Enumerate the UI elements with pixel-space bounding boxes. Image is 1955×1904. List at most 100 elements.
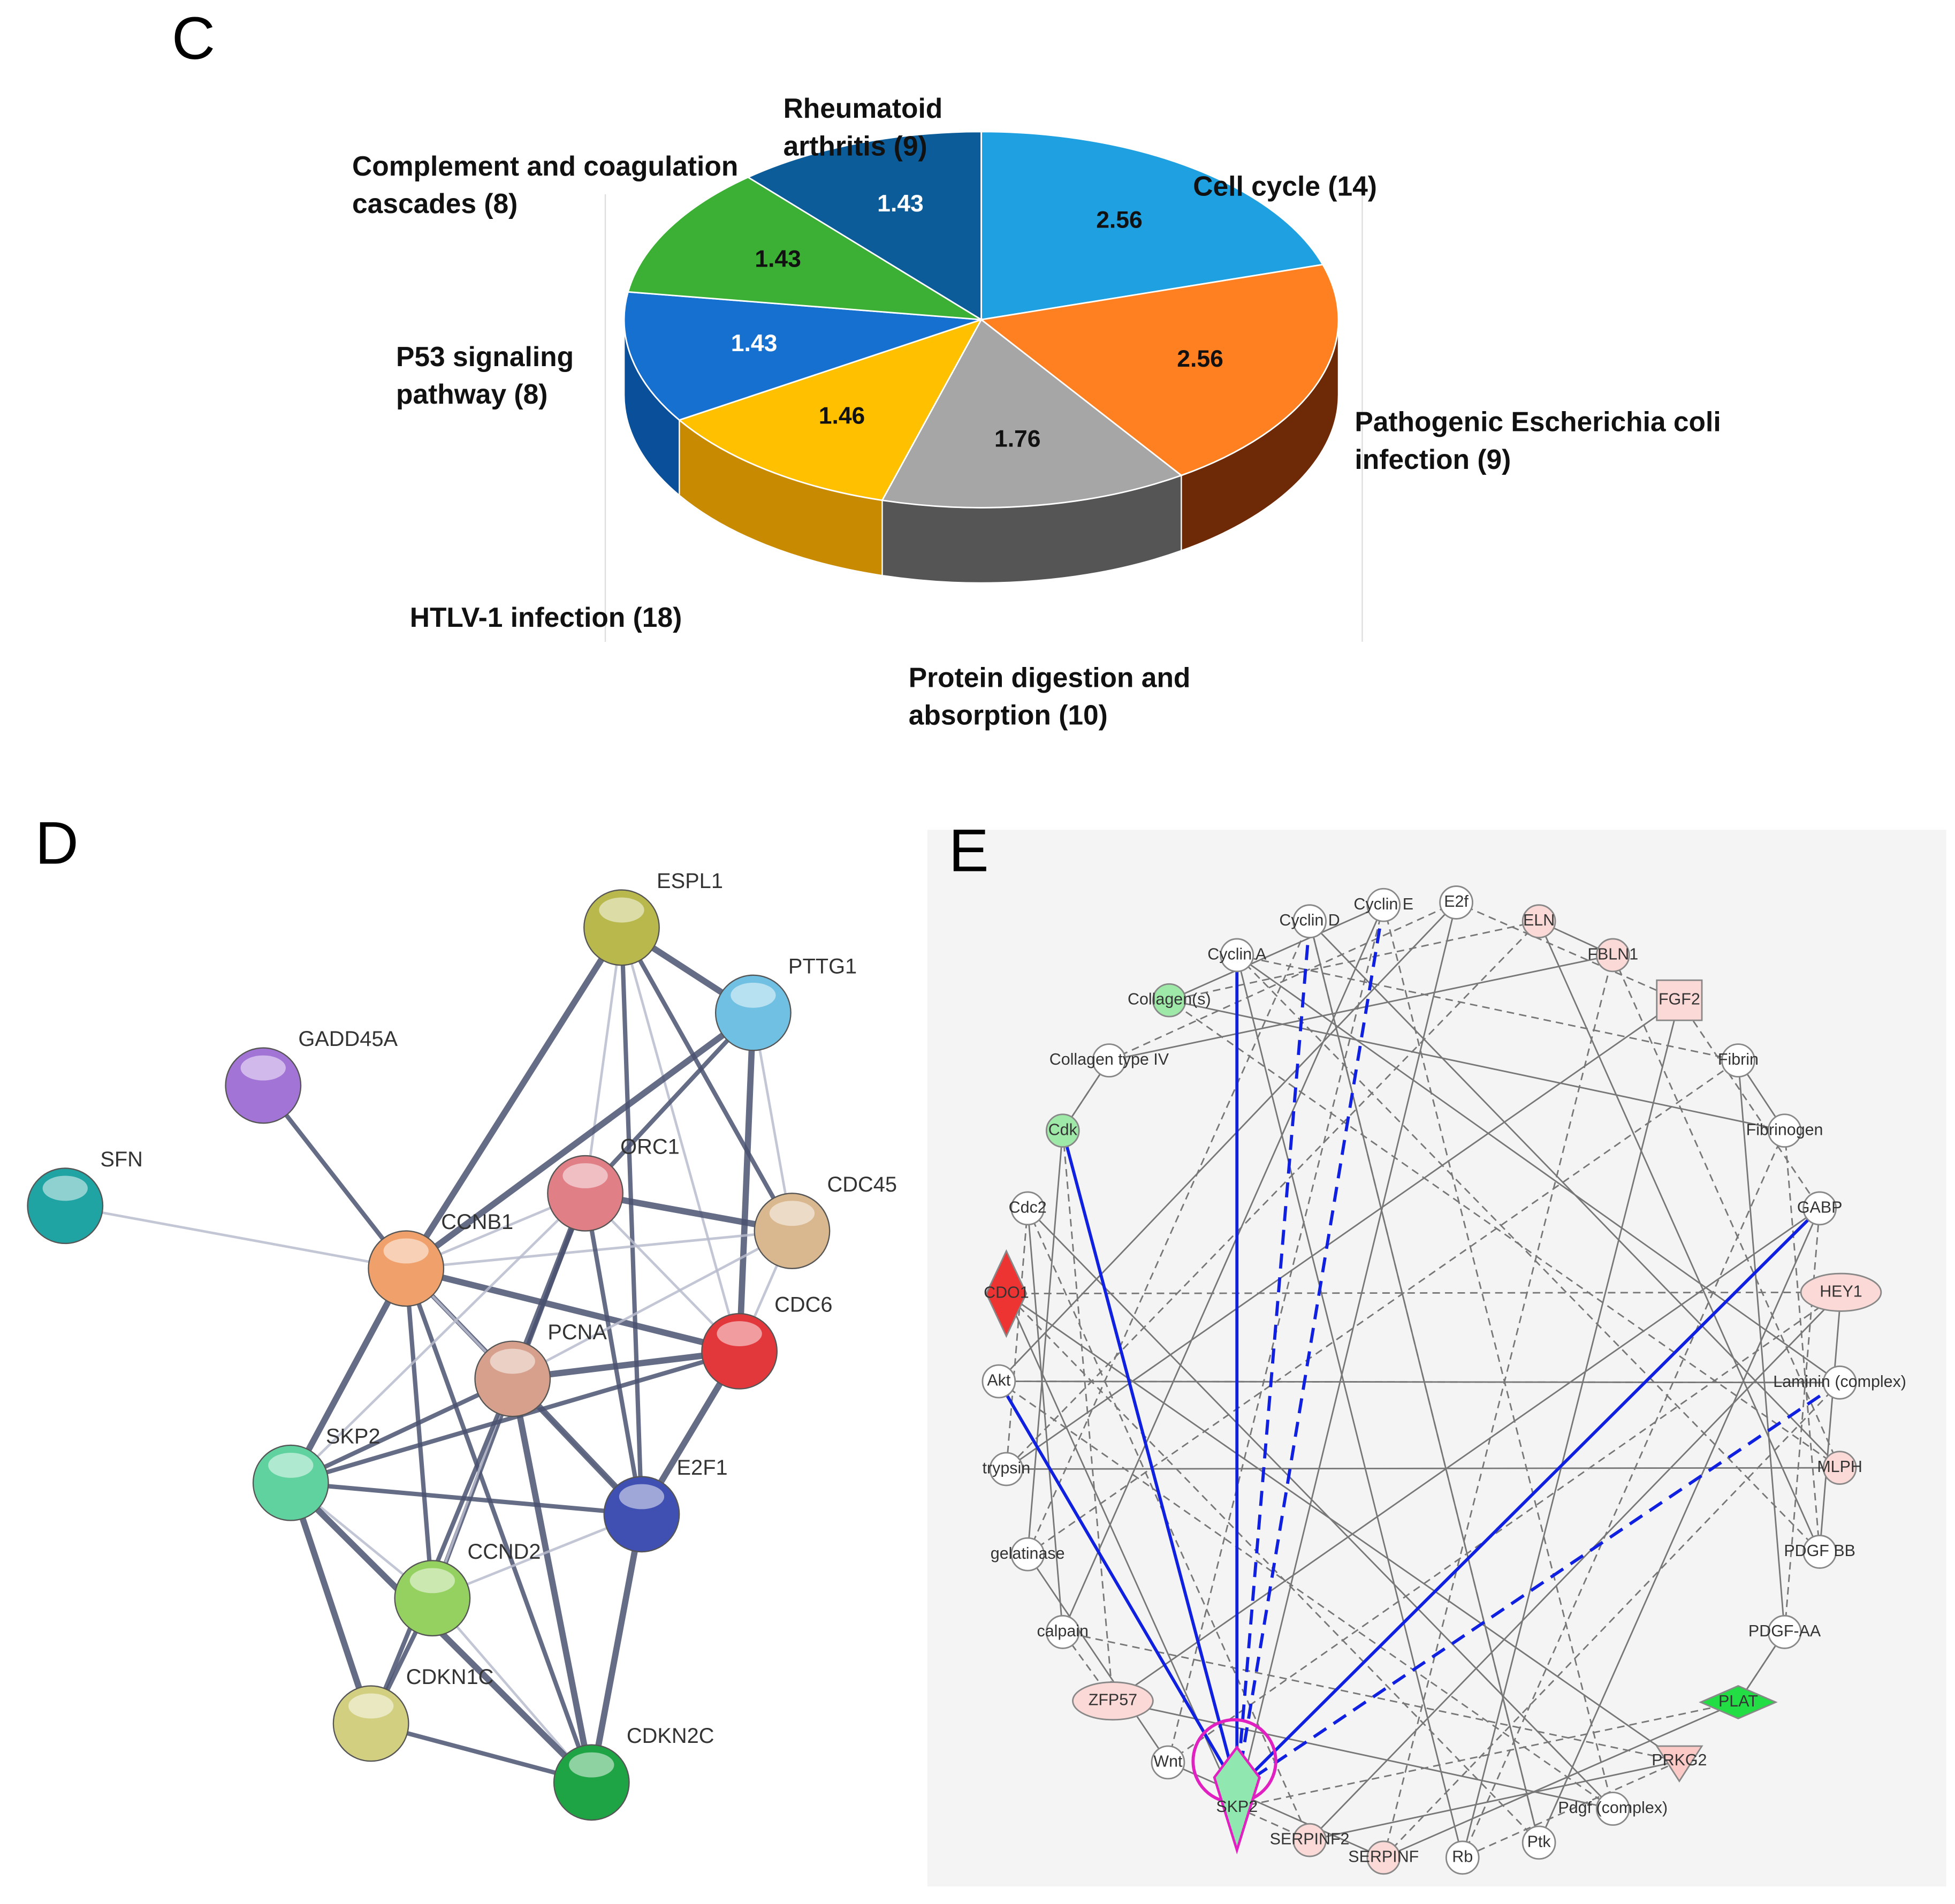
edge (405, 1265, 741, 1355)
edge (369, 1378, 515, 1725)
node (1213, 1745, 1261, 1855)
node (1699, 1685, 1778, 1720)
edge (998, 902, 1457, 1382)
node (1045, 1615, 1080, 1649)
node (1767, 1113, 1802, 1148)
edge-highlight (1236, 1207, 1821, 1790)
edge (1462, 1760, 1680, 1859)
node-label: CCND2 (467, 1540, 541, 1564)
value-label: 1.43 (877, 191, 924, 217)
node-highlight (731, 982, 776, 1008)
edge (1026, 921, 1311, 1555)
node (1292, 1823, 1327, 1857)
edge (1027, 1553, 1169, 1763)
node-label: GADD45A (298, 1027, 398, 1051)
node-label: Laminin (complex) (1773, 1372, 1906, 1391)
node-label: E2F1 (677, 1456, 728, 1480)
edge (1737, 1060, 1785, 1633)
edge (261, 1084, 408, 1270)
node-label: MLPH (1817, 1458, 1862, 1476)
edge (1309, 921, 1540, 1843)
pie-label: Pathogenic Escherichia coli infection (9… (1355, 406, 1721, 475)
slice (746, 131, 982, 321)
edge (1006, 1467, 1840, 1470)
edge (1112, 1208, 1820, 1702)
node-label: Fibrinogen (1746, 1120, 1823, 1139)
edge (584, 927, 623, 1194)
edge (65, 1204, 407, 1270)
node-highlight (717, 1321, 762, 1346)
node (1366, 1840, 1401, 1875)
edge (999, 1380, 1840, 1384)
node-label: PDGF BB (1784, 1542, 1855, 1560)
node (1045, 1113, 1080, 1148)
node (1292, 904, 1327, 938)
edge (1309, 1760, 1680, 1841)
node-label: Cdc2 (1009, 1198, 1047, 1216)
edge (1169, 920, 1539, 1002)
edge (1462, 1000, 1680, 1858)
edge (288, 1267, 409, 1485)
node-label: SKP2 (1216, 1797, 1258, 1816)
node (1072, 1681, 1154, 1721)
slice (881, 318, 1183, 509)
edge (404, 1268, 435, 1598)
node-label: FGF2 (1659, 990, 1700, 1008)
node-label: CDO1 (984, 1284, 1029, 1302)
edge (1169, 999, 1840, 1469)
node-label: ZFP57 (1089, 1691, 1137, 1709)
network-panel-bg (927, 830, 1946, 1887)
node-highlight (348, 1693, 394, 1719)
node-label: Collagen(s) (1128, 990, 1211, 1008)
edge (1784, 1131, 1821, 1552)
node-label: ORC1 (620, 1135, 680, 1159)
node-label: CCNB1 (441, 1210, 513, 1234)
edge (1382, 955, 1614, 1858)
node-label: Cyclin A (1207, 945, 1267, 963)
node (1522, 1825, 1556, 1860)
node-label: CDKN1C (406, 1665, 494, 1689)
edge (1169, 904, 1384, 1001)
edge (290, 1349, 740, 1485)
node-highlight (599, 897, 644, 923)
edge (1062, 1631, 1680, 1762)
node-label: SFN (100, 1148, 143, 1171)
edge (736, 1012, 757, 1352)
edge (509, 1378, 595, 1784)
node-label: Wnt (1153, 1752, 1183, 1770)
value-label: 1.43 (731, 330, 778, 356)
node-label: GABP (1797, 1198, 1843, 1216)
node-label: SERPINF (1348, 1847, 1419, 1865)
edge (1006, 1291, 1841, 1295)
node-label: Fibrin (1718, 1050, 1759, 1068)
edge (1236, 954, 1821, 1553)
edge (406, 1230, 793, 1270)
node-label: HEY1 (1820, 1282, 1862, 1300)
edge-highlight (1235, 905, 1386, 1789)
edge (1027, 1208, 1614, 1810)
value-label: 1.43 (755, 246, 801, 272)
node (1220, 938, 1254, 973)
edge (1005, 1208, 1029, 1469)
node-label: ELN (1523, 911, 1555, 929)
value-label: 1.76 (994, 426, 1041, 452)
node-label: gelatinase (991, 1544, 1065, 1562)
edge (1006, 921, 1540, 1470)
node-label: CDKN2C (627, 1724, 714, 1748)
node-highlight (769, 1201, 815, 1226)
node (1152, 983, 1186, 1018)
node-label: E2f (1444, 892, 1469, 911)
node-label: Rb (1452, 1847, 1473, 1865)
node-label: PDGF-AA (1748, 1622, 1821, 1640)
node-label: Collagen type IV (1049, 1050, 1169, 1068)
node-label: FBLN1 (1587, 945, 1638, 963)
edge (1167, 1762, 1384, 1859)
pie-label: HTLV-1 infection (18) (409, 602, 682, 633)
node (1151, 1745, 1185, 1780)
edge (1167, 1292, 1842, 1763)
edge (1819, 1292, 1842, 1552)
edge (1026, 1208, 1311, 1841)
node-label: Cyclin E (1353, 895, 1413, 913)
